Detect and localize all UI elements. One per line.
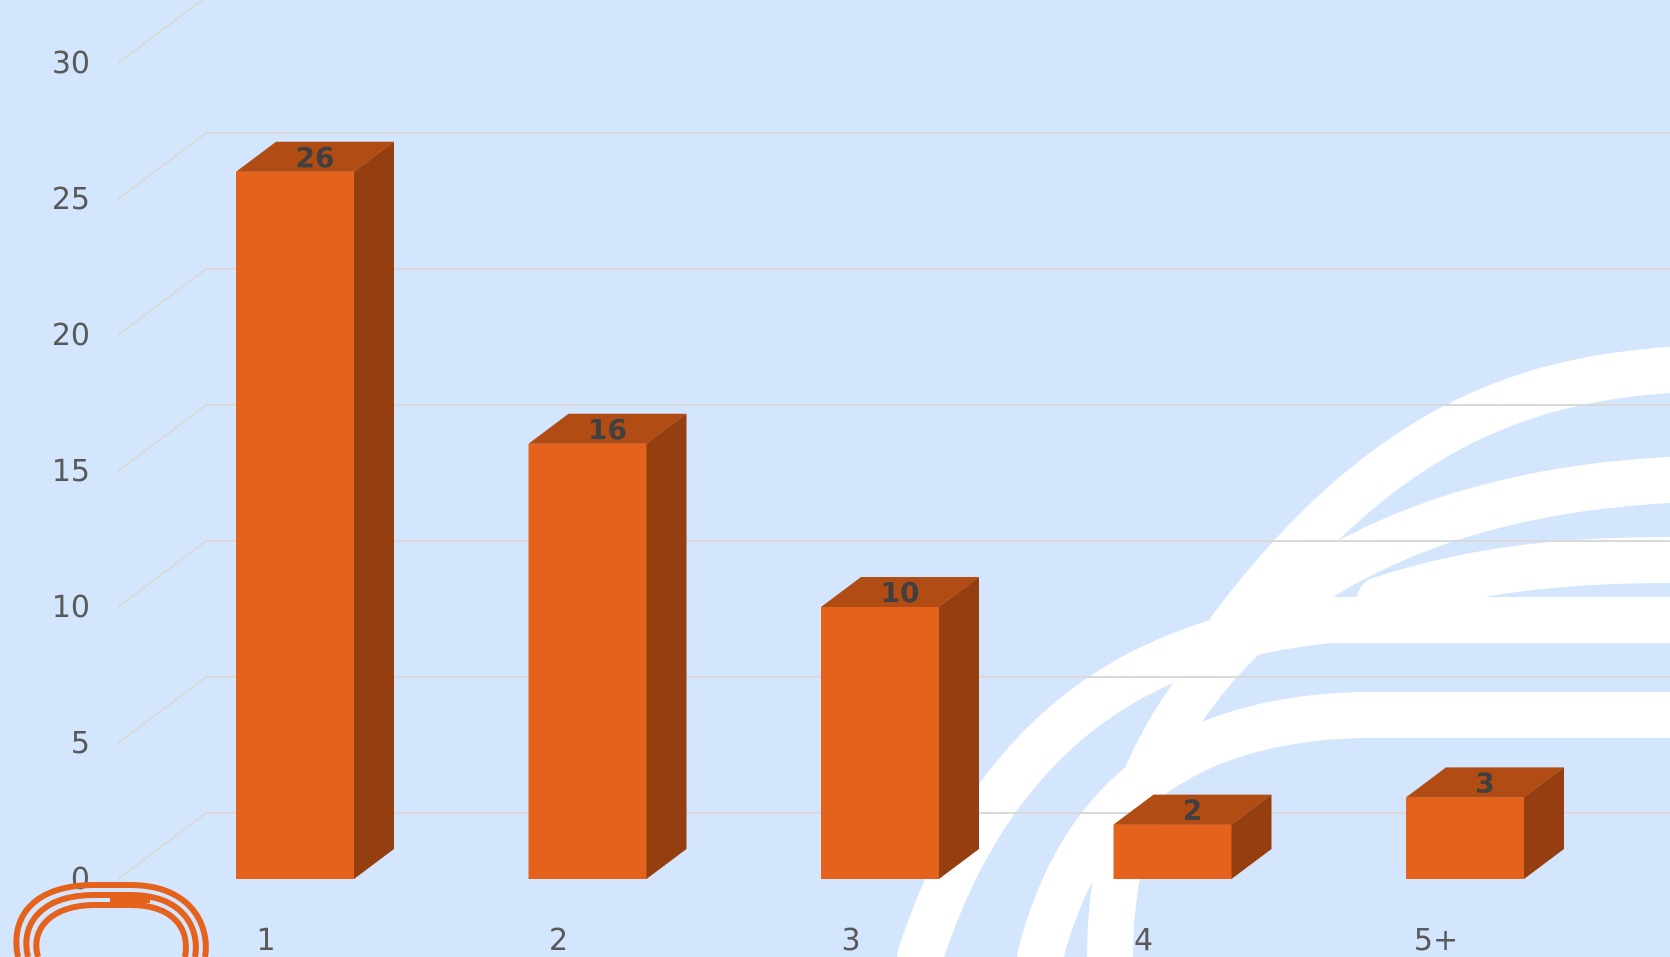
bar-side-face — [1231, 794, 1272, 879]
bar-front-face — [1113, 824, 1232, 879]
y-tick-label: 10 — [52, 590, 90, 625]
y-tick-label: 15 — [52, 454, 90, 489]
data-label: 16 — [588, 413, 627, 446]
y-tick-label: 20 — [52, 318, 90, 353]
x-tick-label: 5+ — [1414, 923, 1458, 957]
background-arc-5 — [1357, 537, 1670, 623]
bar-side-face — [646, 413, 687, 879]
data-label: 10 — [881, 576, 920, 609]
bar-side-face — [1524, 767, 1564, 879]
x-tick-label: 2 — [549, 923, 568, 957]
gridline-diagonal — [117, 676, 207, 744]
y-tick-label: 30 — [52, 46, 90, 81]
gridline-diagonal — [117, 404, 207, 472]
x-axis-tick-labels: 1 2 3 4 5+ — [256, 923, 1458, 957]
x-tick-label: 4 — [1134, 923, 1153, 957]
bar-top-face — [236, 141, 394, 172]
x-tick-label: 3 — [841, 923, 860, 957]
bar — [236, 141, 394, 880]
logo-loop — [13, 882, 209, 957]
logo-loop — [23, 892, 199, 957]
y-tick-label: 5 — [71, 726, 90, 761]
x-tick-label: 1 — [256, 923, 275, 957]
y-tick-label: 25 — [52, 182, 90, 217]
bar-top-face — [1113, 794, 1272, 825]
y-axis-tick-labels: 0 5 10 15 20 25 30 — [52, 46, 90, 897]
bar-side-face — [939, 577, 979, 879]
gridline-diagonal — [117, 268, 207, 336]
bar-top-face — [821, 577, 979, 607]
bar — [821, 577, 979, 879]
gridline-diagonal — [117, 0, 204, 64]
bar — [1113, 794, 1272, 879]
gridline-diagonal — [117, 540, 207, 608]
background-arcs — [897, 347, 1670, 957]
data-label: 3 — [1475, 766, 1494, 799]
orange-loops-logo-icon — [13, 882, 209, 957]
gridline-diagonal — [117, 132, 207, 200]
gridline-diagonal — [117, 812, 207, 880]
bar-front-face — [236, 171, 354, 880]
bar — [528, 413, 687, 879]
y-tick-label: 0 — [71, 862, 90, 897]
bar-front-face — [528, 443, 647, 879]
bar-front-face — [821, 607, 939, 879]
bar — [1406, 767, 1564, 879]
bar-front-face — [1406, 797, 1524, 879]
background-arc-4 — [1207, 347, 1670, 653]
bar-top-face — [1406, 767, 1564, 798]
data-label: 26 — [296, 141, 335, 174]
bar-side-face — [354, 141, 394, 880]
bar-top-face — [528, 413, 687, 444]
data-label: 2 — [1183, 794, 1202, 827]
bars — [236, 141, 1564, 880]
logo-loop — [33, 902, 189, 957]
data-labels: 26 16 10 2 3 — [296, 141, 1495, 827]
